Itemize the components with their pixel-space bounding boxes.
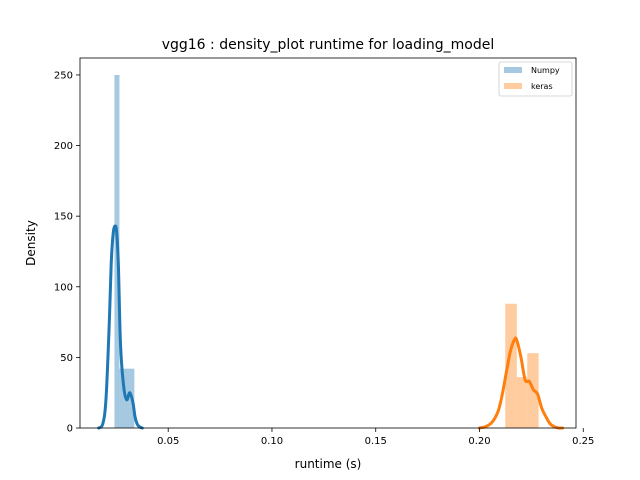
y-tick-label: 150 <box>54 212 73 223</box>
x-tick-label: 0.10 <box>261 436 283 447</box>
legend-label-keras: keras <box>531 82 553 91</box>
x-tick-label: 0.15 <box>365 436 387 447</box>
y-tick-label: 50 <box>60 353 73 364</box>
x-tick-label: 0.05 <box>157 436 179 447</box>
y-tick-label: 200 <box>54 141 73 152</box>
kde-line-numpy <box>97 224 144 430</box>
legend-frame <box>498 61 573 97</box>
hist-bar-keras-1 <box>516 377 528 428</box>
x-axis: 0.05 0.10 0.15 0.20 0.25 <box>157 428 594 447</box>
x-tick-label: 0.25 <box>572 436 594 447</box>
y-axis: 0 50 100 150 200 250 <box>54 70 80 435</box>
series-layer <box>97 74 565 430</box>
legend: Numpy keras <box>498 61 573 97</box>
y-tick-label: 0 <box>67 424 73 435</box>
legend-swatch-keras <box>504 83 522 89</box>
axes-frame <box>79 57 577 429</box>
y-tick-label: 100 <box>54 282 73 293</box>
x-axis-label: runtime (s) <box>295 457 362 471</box>
legend-label-numpy: Numpy <box>531 66 560 75</box>
chart-title: vgg16 : density_plot runtime for loading… <box>162 37 495 53</box>
y-axis-label: Density <box>24 220 38 266</box>
hist-bar-numpy-1 <box>119 368 125 428</box>
kde-line-keras <box>478 336 565 430</box>
y-tick-label: 250 <box>54 70 73 81</box>
x-tick-label: 0.20 <box>468 436 490 447</box>
legend-swatch-numpy <box>504 67 522 73</box>
hist-bar-keras-0 <box>505 303 517 428</box>
